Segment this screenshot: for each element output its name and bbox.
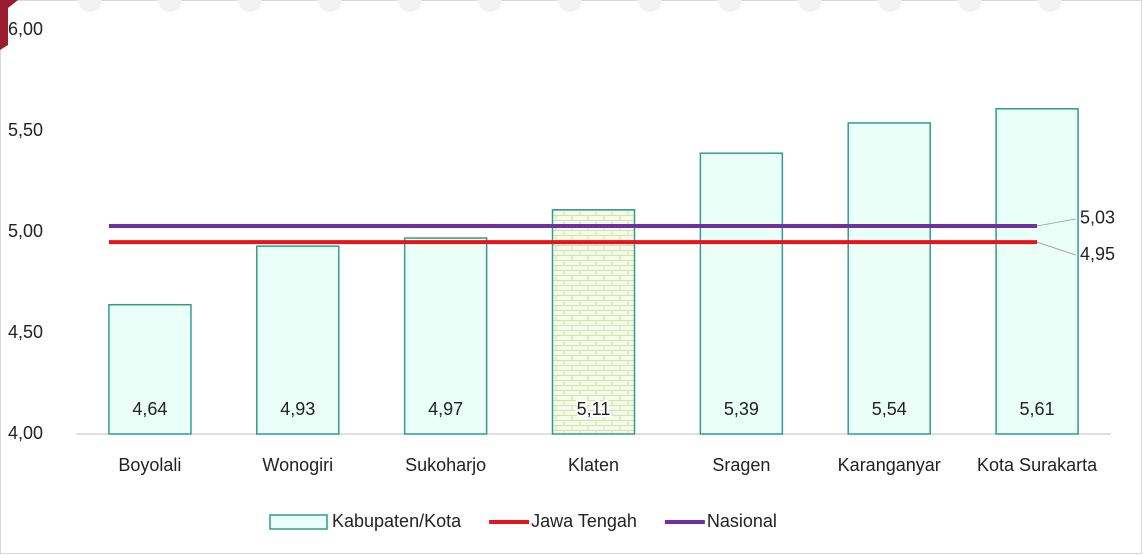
value-label: 5,11 bbox=[577, 399, 611, 419]
bar bbox=[108, 303, 192, 435]
x-tick-label: Sukoharjo bbox=[405, 455, 486, 475]
bar bbox=[403, 237, 488, 435]
bar bbox=[995, 108, 1079, 435]
end-label: 4,95 bbox=[1080, 244, 1115, 264]
y-tick-label: 4,00 bbox=[8, 423, 43, 443]
value-label: 4,93 bbox=[280, 399, 315, 419]
bar bbox=[551, 209, 636, 435]
corner-decoration bbox=[0, 0, 18, 50]
x-tick-label: Boyolali bbox=[118, 455, 181, 475]
legend-swatch bbox=[269, 514, 328, 530]
leader-line bbox=[1036, 218, 1077, 227]
y-tick-label: 5,50 bbox=[8, 120, 43, 140]
value-label: 4,97 bbox=[428, 399, 463, 419]
leader-line bbox=[1036, 241, 1077, 256]
y-tick-label: 5,00 bbox=[8, 221, 43, 241]
x-tick-label: Wonogiri bbox=[262, 455, 333, 475]
legend-label: Kabupaten/Kota bbox=[332, 511, 462, 531]
x-tick-label: Klaten bbox=[568, 455, 619, 475]
bar bbox=[699, 152, 784, 435]
value-label: 5,39 bbox=[724, 399, 759, 419]
top-decoration bbox=[78, 0, 1062, 12]
x-tick-label: Karanganyar bbox=[838, 455, 941, 475]
value-label: 5,54 bbox=[872, 399, 907, 419]
bar bbox=[256, 245, 340, 435]
legend-label: Nasional bbox=[707, 511, 777, 531]
value-label: 4,64 bbox=[132, 399, 167, 419]
x-tick-label: Sragen bbox=[712, 455, 770, 475]
end-label: 5,03 bbox=[1080, 208, 1115, 228]
x-tick-label: Kota Surakarta bbox=[977, 455, 1098, 475]
y-tick-label: 4,50 bbox=[8, 322, 43, 342]
y-tick-label: 6,00 bbox=[8, 19, 43, 39]
value-label: 5,61 bbox=[1020, 399, 1055, 419]
bar bbox=[847, 122, 931, 435]
legend-label: Jawa Tengah bbox=[531, 511, 637, 531]
